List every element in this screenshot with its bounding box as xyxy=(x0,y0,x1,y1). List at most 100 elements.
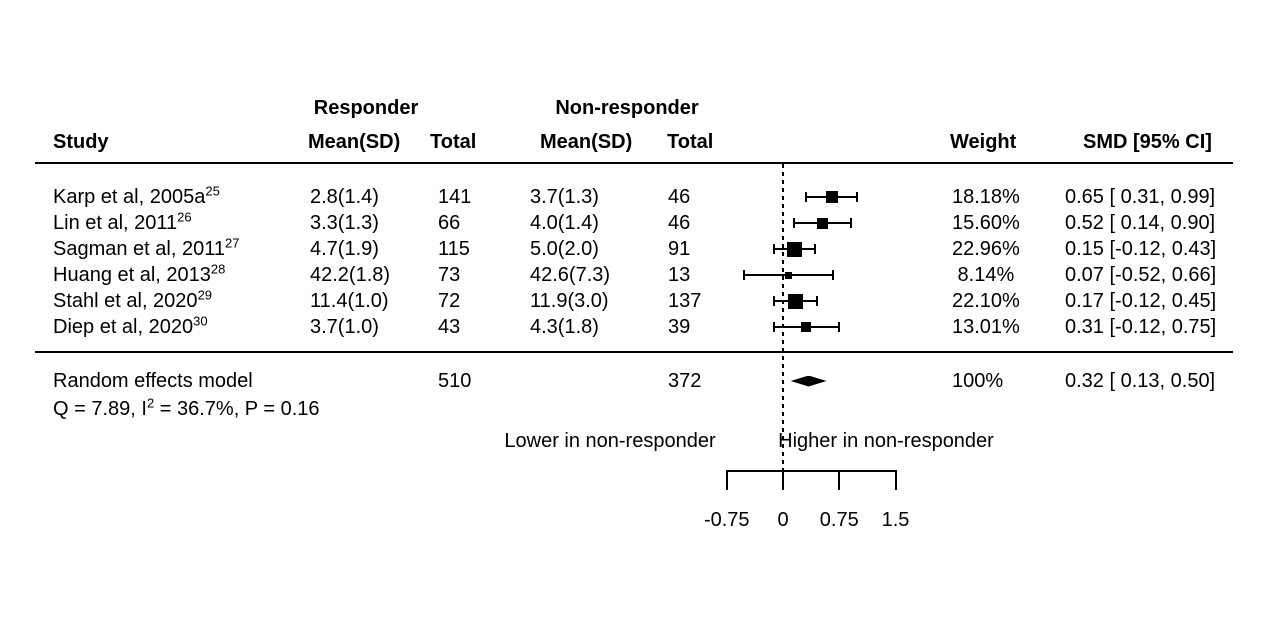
axis-tick-label: -0.75 xyxy=(703,509,750,531)
axis-tick xyxy=(838,470,841,490)
axis-line xyxy=(726,470,896,472)
responder-total: 115 xyxy=(438,238,470,260)
axis-tick xyxy=(725,470,728,490)
responder-total: 66 xyxy=(438,212,461,234)
nonresponder-mean-sd: 5.0(2.0) xyxy=(530,238,599,260)
summary-responder-total: 510 xyxy=(438,370,472,392)
smd-ci-value: 0.65 [ 0.31, 0.99] xyxy=(1065,186,1216,208)
responder-mean-sd: 42.2(1.8) xyxy=(310,264,391,286)
point-estimate-marker xyxy=(788,293,804,309)
column-header-nonresponder-mean-sd: Mean(SD) xyxy=(540,131,633,153)
axis-tick-label: 0.75 xyxy=(819,509,859,531)
direction-label-lower: Lower in non-responder xyxy=(504,430,716,452)
nonresponder-total: 46 xyxy=(668,212,691,234)
responder-total: 43 xyxy=(438,316,461,338)
smd-ci-value: 0.52 [ 0.14, 0.90] xyxy=(1065,212,1216,234)
ci-cap-left xyxy=(805,192,808,202)
ci-cap-right xyxy=(838,322,841,332)
responder-mean-sd: 3.3(1.3) xyxy=(310,212,379,234)
summary-smd-ci: 0.32 [ 0.13, 0.50] xyxy=(1065,370,1216,392)
study-label: Lin et al, 201126 xyxy=(53,209,192,234)
summary-label: Random effects model xyxy=(53,370,253,392)
study-label: Sagman et al, 201127 xyxy=(53,235,240,260)
responder-total: 73 xyxy=(438,264,461,286)
heterogeneity-stats: Q = 7.89, I2 = 36.7%, P = 0.16 xyxy=(53,396,320,422)
smd-ci-value: 0.17 [-0.12, 0.45] xyxy=(1065,290,1217,312)
study-reference-number: 30 xyxy=(193,313,208,329)
ci-cap-left xyxy=(773,322,775,332)
summary-weight: 100% xyxy=(952,370,1004,392)
point-estimate-marker xyxy=(825,191,838,203)
nonresponder-total: 13 xyxy=(668,264,691,286)
column-header-weight: Weight xyxy=(950,131,1017,153)
nonresponder-mean-sd: 11.9(3.0) xyxy=(530,290,609,312)
weight-value: 22.96% xyxy=(952,238,1020,260)
ci-cap-right xyxy=(814,244,817,254)
direction-label-higher: Higher in non-responder xyxy=(778,430,994,452)
heterogeneity-prefix: Q = 7.89, I xyxy=(53,398,147,420)
responder-total: 141 xyxy=(438,186,472,208)
column-header-responder-mean-sd: Mean(SD) xyxy=(308,131,401,153)
study-reference-number: 29 xyxy=(197,287,213,303)
study-reference-number: 25 xyxy=(205,183,220,199)
column-header-study: Study xyxy=(53,131,109,153)
ci-cap-right xyxy=(849,218,852,228)
study-reference-number: 28 xyxy=(210,261,226,277)
ci-cap-right xyxy=(815,296,818,306)
weight-value: 13.01% xyxy=(952,316,1020,338)
smd-ci-value: 0.15 [-0.12, 0.43] xyxy=(1065,238,1217,260)
weight-value: 8.14% xyxy=(952,264,1015,286)
summary-rule xyxy=(35,351,1233,353)
study-label: Karp et al, 2005a25 xyxy=(53,183,220,208)
point-estimate-marker xyxy=(816,217,828,229)
axis-tick xyxy=(894,470,897,490)
heterogeneity-suffix: = 36.7%, P = 0.16 xyxy=(154,398,320,420)
point-estimate-marker xyxy=(784,271,792,279)
nonresponder-total: 39 xyxy=(668,316,691,338)
responder-mean-sd: 4.7(1.9) xyxy=(310,238,379,260)
nonresponder-total: 91 xyxy=(668,238,691,260)
study-label: Huang et al, 201328 xyxy=(53,261,226,286)
study-label: Stahl et al, 202029 xyxy=(53,287,213,312)
heterogeneity-superscript: 2 xyxy=(146,395,155,411)
study-reference-number: 26 xyxy=(177,209,192,225)
axis-tick xyxy=(782,470,784,490)
study-label: Diep et al, 202030 xyxy=(53,313,208,338)
header-rule xyxy=(35,162,1233,164)
column-header-smd-ci: SMD [95% CI] xyxy=(1083,131,1212,153)
smd-ci-value: 0.31 [-0.12, 0.75] xyxy=(1065,316,1217,338)
zero-reference-line xyxy=(782,164,784,470)
group-header-responder: Responder xyxy=(313,97,419,119)
ci-cap-left xyxy=(773,296,775,306)
nonresponder-mean-sd: 42.6(7.3) xyxy=(530,264,611,286)
responder-total: 72 xyxy=(438,290,461,312)
ci-cap-left xyxy=(773,244,775,254)
responder-mean-sd: 2.8(1.4) xyxy=(310,186,379,208)
point-estimate-marker xyxy=(786,241,802,257)
ci-cap-right xyxy=(856,192,859,202)
nonresponder-total: 137 xyxy=(668,290,702,312)
axis-tick-label: 0 xyxy=(777,509,789,531)
summary-diamond-marker xyxy=(790,375,827,387)
responder-mean-sd: 11.4(1.0) xyxy=(310,290,389,312)
column-header-nonresponder-total: Total xyxy=(667,131,714,153)
study-reference-number: 27 xyxy=(224,235,240,251)
nonresponder-total: 46 xyxy=(668,186,691,208)
axis-tick-label: 1.5 xyxy=(881,509,910,531)
responder-mean-sd: 3.7(1.0) xyxy=(310,316,379,338)
ci-cap-right xyxy=(831,270,834,280)
group-header-nonresponder: Non-responder xyxy=(555,97,699,119)
nonresponder-mean-sd: 4.0(1.4) xyxy=(530,212,599,234)
weight-value: 22.10% xyxy=(952,290,1020,312)
ci-cap-left xyxy=(743,270,745,280)
column-header-responder-total: Total xyxy=(430,131,477,153)
summary-nonresponder-total: 372 xyxy=(668,370,702,392)
ci-cap-left xyxy=(792,218,795,228)
smd-ci-value: 0.07 [-0.52, 0.66] xyxy=(1065,264,1217,286)
weight-value: 15.60% xyxy=(952,212,1020,234)
nonresponder-mean-sd: 4.3(1.8) xyxy=(530,316,599,338)
point-estimate-marker xyxy=(801,322,812,332)
nonresponder-mean-sd: 3.7(1.3) xyxy=(530,186,599,208)
weight-value: 18.18% xyxy=(952,186,1020,208)
